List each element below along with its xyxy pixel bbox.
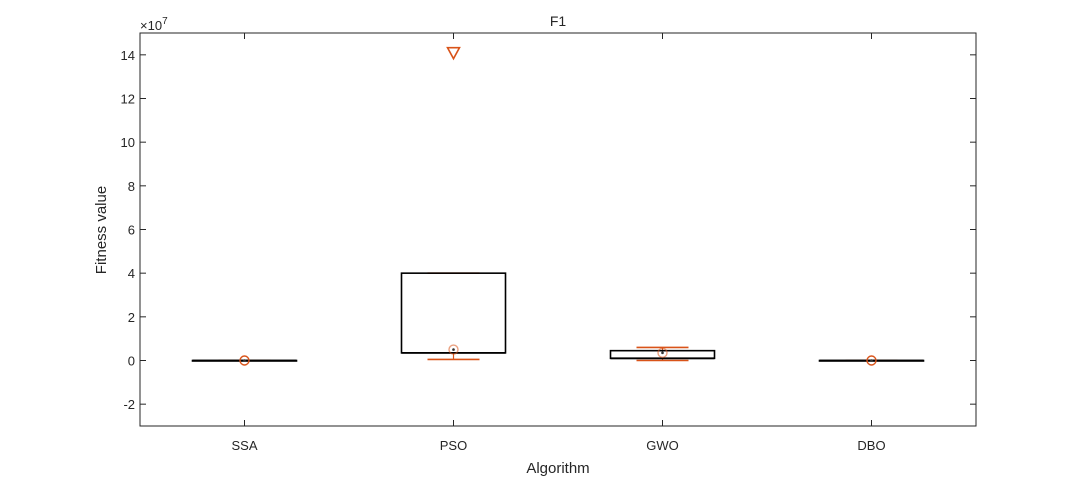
y-tick-label: 8 [128,179,135,194]
y-tick-label: 0 [128,354,135,369]
mean-marker-pso [448,344,459,355]
x-tick-label-dbo: DBO [857,438,885,453]
y-exponent-base: ×10 [140,18,162,33]
mean-dot-dbo [870,359,873,362]
plot-area [139,32,977,427]
axis-ticks: -2 0 2 4 6 8 10 12 14 SSA PSO GWO DBO [121,33,976,453]
mean-marker-ssa [239,355,250,366]
y-tick-label: 4 [128,266,135,281]
outlier-marker-pso [446,46,461,61]
x-axis-label: Algorithm [526,460,589,477]
mean-dot-ssa [243,359,246,362]
x-tick-label-gwo: GWO [646,438,679,453]
y-tick-label: 12 [121,92,135,107]
x-tick-label-pso: PSO [440,438,467,453]
y-tick-label: 2 [128,310,135,325]
box-plot-marks [191,46,925,366]
y-exponent-label: ×107 [140,16,168,33]
y-tick-label: 14 [121,48,135,63]
y-tick-label: -2 [123,397,135,412]
x-tick-label-ssa: SSA [231,438,257,453]
mean-marker-dbo [866,355,877,366]
mean-marker-gwo [657,347,668,359]
y-exponent-power: 7 [162,16,168,27]
mean-dot-pso [452,348,455,351]
mean-dot-gwo [661,351,664,355]
y-tick-label: 10 [121,135,135,150]
y-tick-label: 6 [128,223,135,238]
chart-title: F1 [550,13,567,29]
y-axis-label: Fitness value [93,186,110,274]
